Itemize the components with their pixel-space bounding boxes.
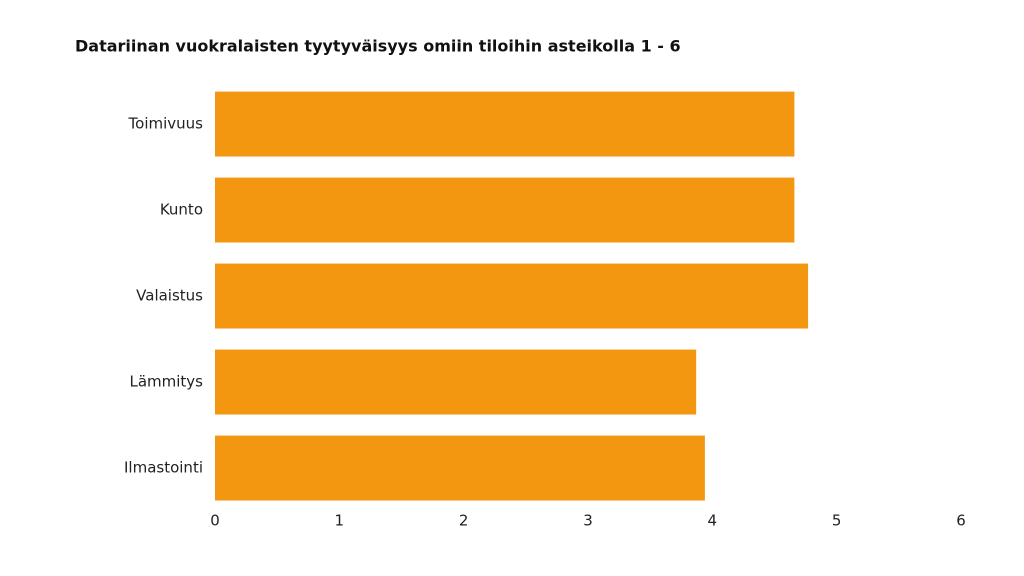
y-tick-label: Kunto xyxy=(160,201,203,219)
y-tick-label: Toimivuus xyxy=(128,115,204,133)
bar xyxy=(215,349,697,415)
y-tick-label: Ilmastointi xyxy=(124,459,203,477)
y-tick-label: Lämmitys xyxy=(129,373,203,391)
y-tick-label: Valaistus xyxy=(136,287,203,305)
x-tick-label: 0 xyxy=(210,512,220,530)
bar xyxy=(215,263,809,329)
bar xyxy=(215,177,795,243)
x-tick-label: 1 xyxy=(335,512,345,530)
bar xyxy=(215,435,705,501)
x-tick-label: 2 xyxy=(459,512,469,530)
chart-title: Datariinan vuokralaisten tyytyväisyys om… xyxy=(75,37,681,56)
x-tick-label: 3 xyxy=(583,512,593,530)
x-tick-label: 5 xyxy=(832,512,842,530)
x-tick-label: 4 xyxy=(708,512,718,530)
x-tick-label: 6 xyxy=(956,512,966,530)
bar xyxy=(215,91,795,157)
